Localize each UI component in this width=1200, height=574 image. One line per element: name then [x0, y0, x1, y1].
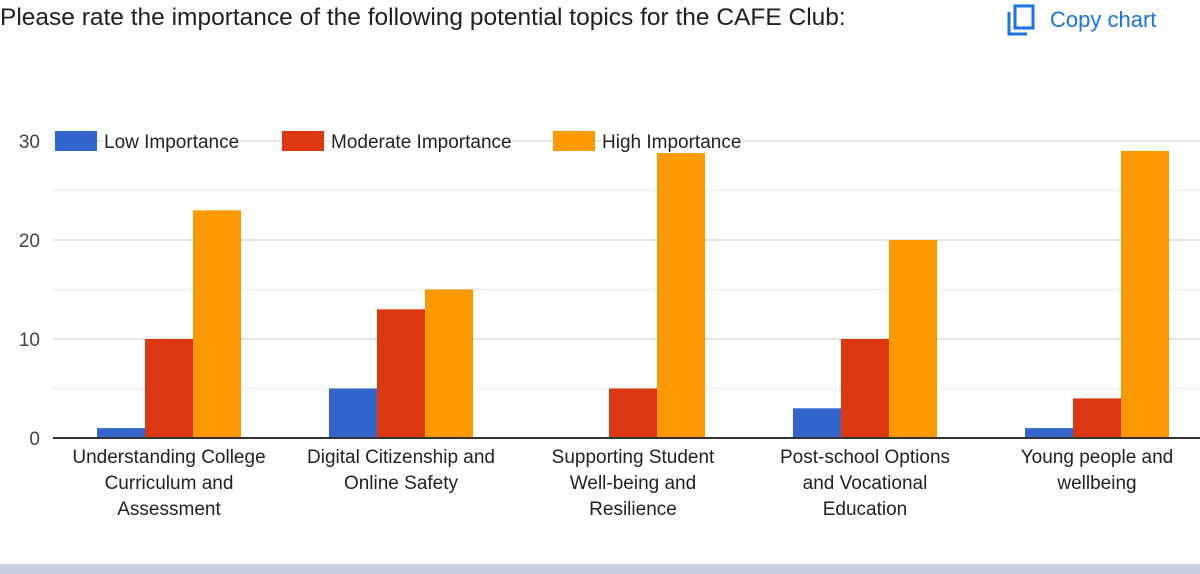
legend-label-backing [103, 132, 241, 153]
x-tick-label: Post-school Options and Vocational Educati… [780, 447, 950, 520]
legend-swatch [553, 131, 595, 151]
bar-moderate-importance[interactable] [377, 309, 425, 438]
bar-moderate-importance[interactable] [841, 339, 889, 438]
copy-icon [1007, 4, 1035, 36]
y-tick-label: 20 [19, 231, 40, 252]
bar-moderate-importance[interactable] [609, 388, 657, 439]
legend-label: High Importance [602, 132, 741, 153]
legend-label-backing [601, 132, 743, 153]
bar-low-importance[interactable] [329, 388, 377, 439]
copy-chart-label: Copy chart [1050, 7, 1157, 32]
x-tick-label: Understanding College Curriculum and Asses… [72, 447, 265, 520]
x-tick-label: Young people and wellbeing [1021, 447, 1174, 494]
x-tick-label: Digital Citizenship and Online Safety [307, 447, 495, 494]
bar-high-importance[interactable] [425, 289, 473, 439]
y-tick-label: 30 [19, 132, 40, 153]
legend-label-backing [330, 132, 513, 153]
bar-low-importance[interactable] [793, 408, 841, 438]
bar-high-importance[interactable] [889, 240, 937, 438]
bar-high-importance[interactable] [657, 150, 705, 438]
y-tick-label: 10 [19, 330, 40, 351]
bar-low-importance[interactable] [1025, 428, 1073, 438]
legend-swatch [55, 131, 97, 151]
copy-chart-button[interactable]: Copy chart [1006, 3, 1156, 37]
legend-swatch [282, 131, 324, 151]
bar-high-importance[interactable] [1121, 150, 1169, 438]
bar-moderate-importance[interactable] [1073, 398, 1121, 438]
bar-moderate-importance[interactable] [145, 339, 193, 438]
bar-low-importance[interactable] [97, 428, 145, 438]
x-tick-label: Supporting Student Well-being and Resilien… [552, 447, 715, 520]
y-tick-label: 0 [29, 429, 40, 450]
legend-label: Moderate Importance [331, 132, 512, 153]
legend-label: Low Importance [104, 132, 239, 153]
bottom-bar [0, 564, 1200, 574]
bar-high-importance[interactable] [193, 210, 241, 438]
page-title: Please rate the importance of the follow… [0, 4, 846, 31]
